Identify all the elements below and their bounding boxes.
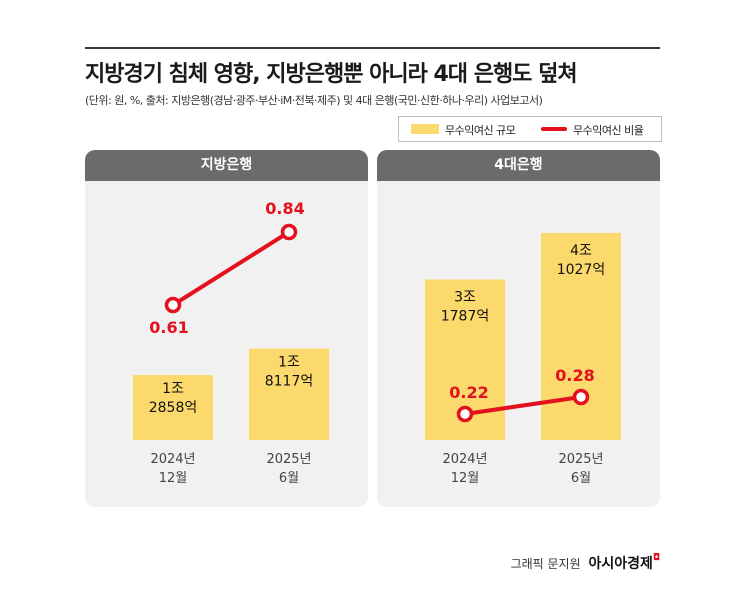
- x-tick-label: 6월: [279, 471, 299, 486]
- legend-bar-label: 무수익여신 규모: [445, 124, 516, 137]
- bar-value-label: 8117억: [265, 374, 314, 390]
- brand-mark-icon: ◘: [652, 553, 660, 563]
- bar-value-label: 1787억: [441, 309, 490, 325]
- ratio-point: [164, 296, 182, 314]
- x-tick-label: 12월: [451, 471, 480, 486]
- bar: [249, 348, 329, 440]
- ratio-value-label: 0.84: [265, 199, 304, 218]
- x-tick-label: 2024년: [150, 452, 195, 467]
- chart-subtitle: (단위: 원, %, 출처: 지방은행(경남·광주·부산·iM·전북·제주) 및…: [85, 94, 543, 107]
- x-tick-label: 2025년: [558, 452, 603, 467]
- chart-big4-banks: 3조 1787억 2024년 12월 4조 1027억 2025년 6월 0.22 0.28: [425, 232, 621, 486]
- x-tick-label: 2024년: [442, 452, 487, 467]
- credit-text: 그래픽 문지원: [510, 557, 581, 571]
- top-rule: [85, 47, 660, 49]
- bar-value-label: 1조: [162, 381, 184, 397]
- panel-local-banks: 1조 2858억 2024년 12월 1조 8117억 2025년 6월 0.61 0.84 지방…: [85, 150, 368, 507]
- ratio-point: [456, 405, 474, 423]
- ratio-value-label: 0.61: [149, 318, 188, 337]
- panel-big4-banks: 3조 1787억 2024년 12월 4조 1027억 2025년 6월 0.22 0.28 4대…: [377, 150, 660, 507]
- ratio-value-label: 0.22: [449, 383, 488, 402]
- panel-title: 지방은행: [85, 150, 368, 181]
- bar-value-label: 4조: [570, 243, 592, 259]
- ratio-value-label: 0.28: [555, 366, 594, 385]
- bar-value-label: 1027억: [557, 262, 606, 278]
- ratio-line: [171, 230, 291, 307]
- legend-line-label: 무수익여신 비율: [573, 124, 644, 137]
- ratio-point: [572, 388, 590, 406]
- credit: 그래픽 문지원 아시아경제◘: [511, 553, 660, 573]
- bar-value-label: 2858억: [149, 400, 198, 416]
- brand-logo: 아시아경제: [588, 556, 653, 572]
- x-tick-label: 2025년: [266, 452, 311, 467]
- chart-title: 지방경기 침체 영향, 지방은행뿐 아니라 4대 은행도 덮쳐: [85, 62, 578, 87]
- bar: [541, 232, 621, 440]
- x-tick-label: 6월: [571, 471, 591, 486]
- legend-line-swatch: [541, 127, 567, 131]
- bar-value-label: 1조: [278, 355, 300, 371]
- legend: 무수익여신 규모 무수익여신 비율: [398, 116, 662, 142]
- ratio-point: [280, 223, 298, 241]
- panel-title: 4대은행: [377, 150, 660, 181]
- ratio-line: [464, 395, 582, 416]
- bar-value-label: 3조: [454, 290, 476, 306]
- bar: [133, 375, 213, 440]
- chart-local-banks: 1조 2858억 2024년 12월 1조 8117억 2025년 6월 0.61 0.84: [133, 199, 329, 486]
- legend-bar-swatch: [411, 124, 439, 134]
- x-tick-label: 12월: [159, 471, 188, 486]
